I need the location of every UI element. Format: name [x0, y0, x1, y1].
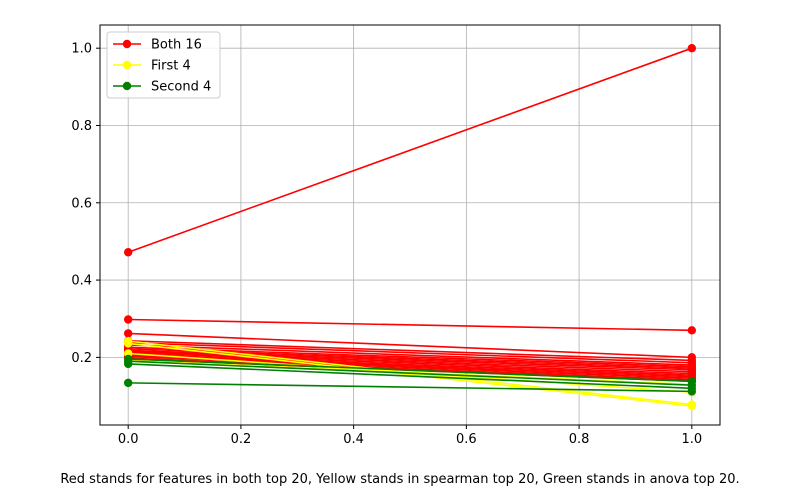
figure-caption: Red stands for features in both top 20, …	[60, 472, 740, 487]
series-line	[128, 339, 692, 362]
series-both-16	[123, 315, 697, 335]
data-point	[687, 326, 697, 335]
series-line	[128, 357, 692, 381]
legend-swatch-marker	[122, 81, 132, 91]
legend-item: Both 16	[113, 38, 202, 53]
series-line	[128, 342, 692, 407]
series-line	[128, 360, 692, 386]
legend-label: Both 16	[151, 38, 202, 53]
series-both-16	[123, 43, 697, 257]
data-point	[123, 339, 133, 348]
series-line	[128, 346, 692, 368]
legend-label: First 4	[151, 59, 191, 74]
plot-frame	[99, 24, 721, 426]
legend-item: Second 4	[113, 80, 211, 95]
axis-ticks: 0.0 0.2 0.4 0.6 0.8 1.0 0.2 0.4 0.6 0.8 1.0	[71, 42, 702, 447]
data-point	[123, 378, 133, 388]
legend-item: First 4	[113, 59, 191, 74]
data-point	[123, 329, 133, 338]
y-tick-label: 0.4	[71, 274, 92, 289]
data-point	[687, 43, 697, 53]
series-first-4	[123, 339, 697, 411]
legend-swatch-marker	[122, 39, 132, 49]
series-line	[128, 341, 692, 364]
data-point	[687, 387, 697, 396]
series-line	[128, 382, 692, 393]
series-line	[128, 318, 692, 332]
x-tick-label: 0.8	[569, 432, 590, 447]
legend: Both 16 First 4 Second 4	[106, 31, 221, 99]
data-point	[687, 401, 697, 411]
series-second-4	[123, 378, 697, 396]
legend-swatch-marker	[122, 60, 132, 70]
series-lines	[123, 43, 697, 411]
series-line	[128, 350, 692, 373]
series-line	[128, 354, 692, 378]
y-tick-label: 1.0	[71, 42, 92, 57]
data-point	[123, 315, 133, 324]
x-tick-label: 0.0	[118, 432, 139, 447]
legend-box	[106, 31, 221, 99]
data-point	[123, 248, 133, 257]
x-tick-label: 1.0	[681, 432, 702, 447]
series-line	[128, 332, 692, 359]
series-line	[128, 351, 692, 375]
series-line	[128, 363, 692, 390]
y-tick-label: 0.6	[71, 196, 92, 211]
data-point	[123, 359, 133, 369]
y-tick-label: 0.2	[71, 351, 92, 366]
x-tick-label: 0.4	[343, 432, 364, 447]
series-line	[128, 344, 692, 366]
x-tick-label: 0.2	[231, 432, 252, 447]
series-line	[128, 358, 692, 383]
y-tick-label: 0.8	[71, 119, 92, 134]
series-line	[128, 353, 692, 376]
series-line	[127, 47, 693, 253]
x-tick-label: 0.6	[456, 432, 477, 447]
legend-label: Second 4	[151, 80, 211, 95]
